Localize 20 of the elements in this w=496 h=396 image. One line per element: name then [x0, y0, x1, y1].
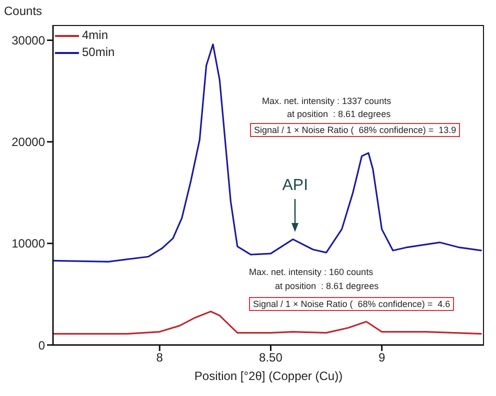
legend-label: 50min [82, 44, 115, 61]
annotation: API [281, 177, 310, 196]
x-tick-label: 8 [156, 350, 164, 365]
y-axis-title: Counts [4, 4, 42, 18]
x-tick-label: 8.50 [259, 350, 283, 365]
x-tick-label: 9 [378, 350, 386, 365]
line-series [53, 44, 483, 262]
annotation: Signal / 1 × Noise Ratio ( 68% confidence) = 4.6 [249, 297, 454, 311]
x-axis-title: Position [°2θ] (Copper (Cu)) [194, 369, 343, 383]
annotation: Max. net. intensity : 160 counts [249, 267, 374, 277]
annotation: Signal / 1 × Noise Ratio ( 68% confidence) = 13.9 [250, 123, 460, 137]
annotation: at position : 8.61 degrees [287, 109, 391, 119]
legend-label: 4min [82, 27, 108, 44]
y-tick-label: 0 [38, 338, 46, 352]
annotation: at position : 8.61 degrees [275, 281, 379, 291]
y-tick-label: 30000 [12, 34, 46, 48]
line-series [53, 310, 483, 335]
annotation: Max. net. intensity : 1337 counts [262, 96, 392, 106]
y-tick-label: 20000 [12, 135, 46, 150]
y-tick-label: 10000 [12, 236, 46, 251]
